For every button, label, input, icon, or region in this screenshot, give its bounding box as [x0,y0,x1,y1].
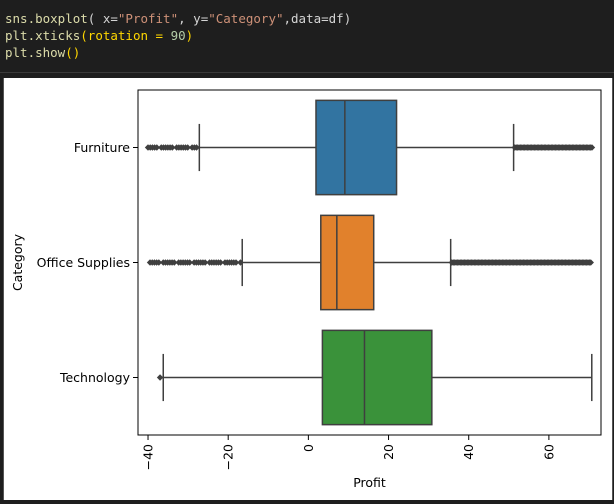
x-tick-label: 0 [301,444,316,452]
x-axis-label: Profit [353,475,386,490]
outlier-point [155,259,163,266]
x-tick-label: −40 [141,444,156,470]
box-technology [321,329,433,426]
code-token: (rotation = [80,28,171,43]
x-tick-label: −20 [221,444,236,470]
output-area: Furniture Office Supplies Technology −40 −20… [3,78,613,500]
code-token: ( x= [87,11,118,26]
outlier-point [186,259,193,266]
x-tick-label: 60 [541,444,556,460]
boxplot-chart: Furniture Office Supplies Technology −40 −20… [10,89,602,490]
box-furniture [315,99,398,196]
y-tick-label: Furniture [74,140,130,155]
outlier-point [171,259,178,266]
code-token: , y= [178,11,209,26]
code-line-2: plt.xticks(rotation = 90) [5,28,193,44]
code-line-3: plt.show() [5,45,80,61]
code-line-1: sns.boxplot( x="Profit", y="Category",da… [5,11,351,27]
code-token: plt.xticks [5,28,81,43]
code-token: "Category" [208,11,284,26]
y-axis-label: Category [10,233,25,291]
outlier-point [237,259,244,266]
code-token: ) [185,28,194,43]
outlier-point [588,144,596,151]
outlier-point [156,374,164,381]
outlier-point [232,259,240,266]
y-tick-label: Technology [59,370,131,385]
box-office-supplies [320,214,375,311]
x-tick-label: 20 [381,444,396,460]
code-token: () [65,45,81,60]
x-tick-label: 40 [461,444,476,460]
code-token: sns.boxplot [5,11,88,26]
code-token: plt.show [5,45,66,60]
code-token: ,data=df) [283,11,352,26]
outlier-point [201,259,209,266]
code-token: 90 [170,28,186,43]
code-token: "Profit" [117,11,179,26]
outlier-point [217,259,224,266]
y-tick-label: Office Supplies [37,255,130,270]
outlier-point [587,259,594,266]
code-cell[interactable]: sns.boxplot( x="Profit", y="Category",da… [0,0,614,73]
